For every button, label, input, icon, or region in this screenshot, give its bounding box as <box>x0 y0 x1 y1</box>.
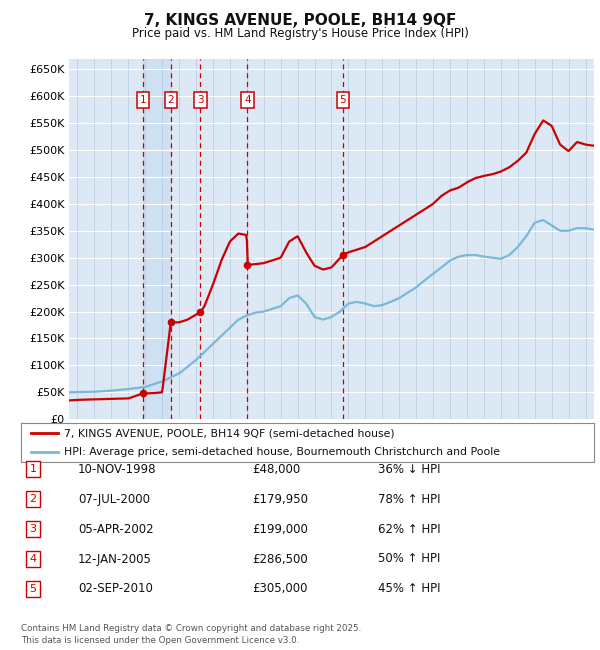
Bar <box>143 58 171 419</box>
Text: 78% ↑ HPI: 78% ↑ HPI <box>378 493 440 506</box>
Text: 62% ↑ HPI: 62% ↑ HPI <box>378 523 440 536</box>
Text: £199,000: £199,000 <box>252 523 308 536</box>
Text: £179,950: £179,950 <box>252 493 308 506</box>
Text: 4: 4 <box>244 95 251 105</box>
Text: Contains HM Land Registry data © Crown copyright and database right 2025.
This d: Contains HM Land Registry data © Crown c… <box>21 624 361 645</box>
Text: 12-JAN-2005: 12-JAN-2005 <box>78 552 152 566</box>
Text: 10-NOV-1998: 10-NOV-1998 <box>78 463 157 476</box>
Text: 5: 5 <box>29 584 37 594</box>
Text: 3: 3 <box>29 524 37 534</box>
Text: 02-SEP-2010: 02-SEP-2010 <box>78 582 153 595</box>
Text: 3: 3 <box>197 95 204 105</box>
Text: 4: 4 <box>29 554 37 564</box>
Text: 1: 1 <box>140 95 146 105</box>
Text: 7, KINGS AVENUE, POOLE, BH14 9QF (semi-detached house): 7, KINGS AVENUE, POOLE, BH14 9QF (semi-d… <box>64 428 395 438</box>
Text: 07-JUL-2000: 07-JUL-2000 <box>78 493 150 506</box>
Text: 50% ↑ HPI: 50% ↑ HPI <box>378 552 440 566</box>
Text: £286,500: £286,500 <box>252 552 308 566</box>
Text: 36% ↓ HPI: 36% ↓ HPI <box>378 463 440 476</box>
Text: Price paid vs. HM Land Registry's House Price Index (HPI): Price paid vs. HM Land Registry's House … <box>131 27 469 40</box>
Text: 7, KINGS AVENUE, POOLE, BH14 9QF: 7, KINGS AVENUE, POOLE, BH14 9QF <box>144 13 456 28</box>
Text: £305,000: £305,000 <box>252 582 308 595</box>
Text: 2: 2 <box>29 494 37 504</box>
Text: 45% ↑ HPI: 45% ↑ HPI <box>378 582 440 595</box>
Text: £48,000: £48,000 <box>252 463 300 476</box>
Text: 1: 1 <box>29 464 37 474</box>
Text: HPI: Average price, semi-detached house, Bournemouth Christchurch and Poole: HPI: Average price, semi-detached house,… <box>64 447 500 457</box>
Text: 2: 2 <box>167 95 174 105</box>
Text: 05-APR-2002: 05-APR-2002 <box>78 523 154 536</box>
Text: 5: 5 <box>340 95 346 105</box>
